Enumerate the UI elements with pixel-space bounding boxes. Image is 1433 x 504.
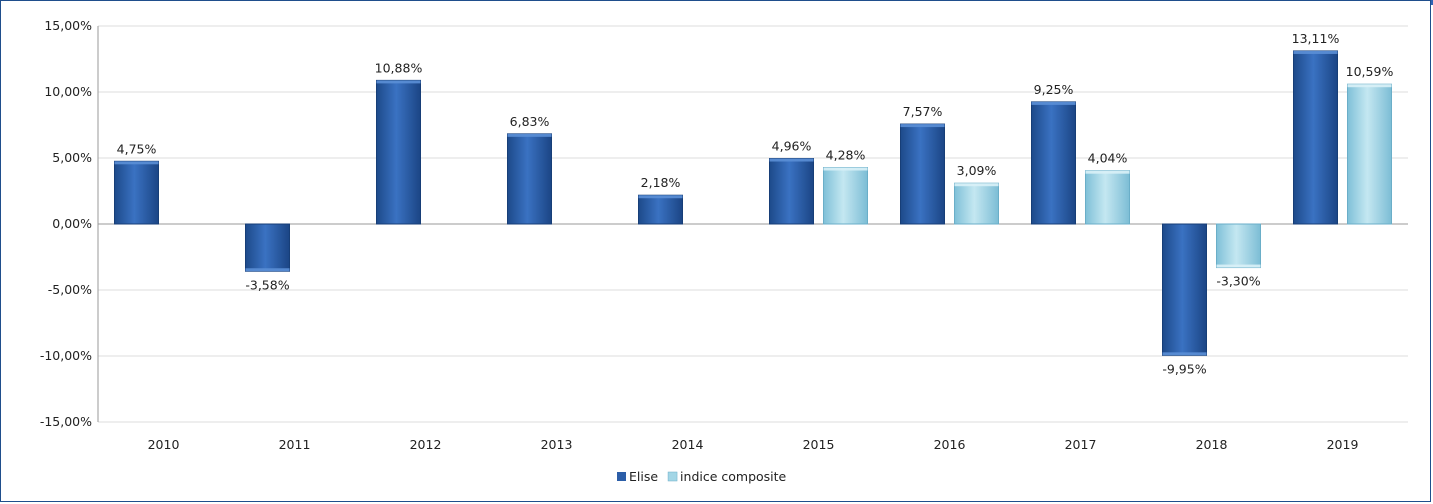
bar-elise-2012 bbox=[376, 79, 421, 225]
legend-label-indice-composite: indice composite bbox=[680, 469, 787, 484]
data-label: 4,04% bbox=[1088, 151, 1128, 166]
data-label: 13,11% bbox=[1292, 31, 1340, 46]
data-label: 3,09% bbox=[957, 163, 997, 178]
data-label: 10,59% bbox=[1346, 64, 1394, 79]
bar-indice-composite-2018 bbox=[1216, 223, 1261, 269]
bar-cap bbox=[1031, 101, 1076, 105]
legend-marker-indice-composite bbox=[667, 471, 678, 482]
y-tick-label: 5,00% bbox=[52, 150, 92, 165]
bar-cap bbox=[954, 183, 999, 187]
bar-cap bbox=[1216, 264, 1261, 268]
bar-cap bbox=[900, 124, 945, 128]
y-tick-label: -15,00% bbox=[40, 414, 92, 429]
bar-elise-2017 bbox=[1031, 101, 1076, 225]
bar-indice-composite-2016 bbox=[954, 182, 999, 225]
data-label: 6,83% bbox=[510, 114, 550, 129]
data-label: 4,75% bbox=[117, 141, 157, 156]
y-tick-label: 0,00% bbox=[52, 216, 92, 231]
legend-marker-elise bbox=[617, 472, 626, 481]
data-label: 7,57% bbox=[903, 104, 943, 119]
bar-elise-2013 bbox=[507, 133, 552, 225]
data-label: 10,88% bbox=[375, 60, 423, 75]
bar-cap bbox=[245, 268, 290, 272]
data-label: 4,96% bbox=[772, 139, 812, 154]
y-axis-ticks: 15,00% 10,00% 5,00% 0,00% -5,00% -10,00% -15,0… bbox=[40, 18, 92, 429]
bar-cap bbox=[1162, 352, 1207, 356]
bar-elise-2015 bbox=[769, 158, 814, 225]
data-labels: 4,75% -3,58% 10,88% 6,83% 2,18% 4,96% 4,28% 7,5… bbox=[117, 31, 1394, 376]
bar-indice-composite-2019 bbox=[1347, 83, 1392, 225]
data-label: 9,25% bbox=[1034, 82, 1074, 97]
bar-cap bbox=[507, 133, 552, 137]
bar-elise-2019 bbox=[1293, 50, 1338, 225]
bar-cap bbox=[638, 195, 683, 199]
x-tick-label: 2014 bbox=[672, 437, 704, 452]
bar-elise-2016 bbox=[900, 123, 945, 225]
bar-indice-composite-2017 bbox=[1085, 170, 1130, 225]
y-tick-label: 15,00% bbox=[44, 18, 92, 33]
data-label: -3,30% bbox=[1216, 274, 1260, 289]
x-tick-label: 2011 bbox=[279, 437, 311, 452]
x-tick-label: 2012 bbox=[410, 437, 442, 452]
bar-elise-2011 bbox=[245, 223, 290, 272]
y-tick-label: -10,00% bbox=[40, 348, 92, 363]
bar-cap bbox=[769, 158, 814, 162]
bar-elise-2018 bbox=[1162, 223, 1207, 356]
bar-cap bbox=[823, 167, 868, 171]
x-axis-ticks: 2010 2011 2012 2013 2014 2015 2016 2017 2018 2019 bbox=[148, 437, 1359, 452]
legend: Elise indice composite bbox=[617, 469, 787, 484]
bar-cap bbox=[1347, 84, 1392, 88]
legend-label-elise: Elise bbox=[629, 469, 658, 484]
y-tick-label: -5,00% bbox=[48, 282, 92, 297]
bar-cap bbox=[1085, 170, 1130, 174]
data-label: 4,28% bbox=[826, 148, 866, 163]
grid-lines bbox=[97, 25, 1408, 423]
x-tick-label: 2015 bbox=[803, 437, 835, 452]
bar-elise-2010 bbox=[114, 160, 159, 225]
data-label: 2,18% bbox=[641, 175, 681, 190]
bars bbox=[114, 50, 1392, 356]
x-tick-label: 2016 bbox=[934, 437, 966, 452]
x-tick-label: 2017 bbox=[1065, 437, 1097, 452]
x-tick-label: 2018 bbox=[1196, 437, 1228, 452]
bar-cap bbox=[376, 80, 421, 84]
data-label: -3,58% bbox=[245, 277, 289, 292]
data-label: -9,95% bbox=[1162, 361, 1206, 376]
bar-indice-composite-2015 bbox=[823, 167, 868, 225]
bar-cap bbox=[1293, 50, 1338, 54]
x-tick-label: 2013 bbox=[541, 437, 573, 452]
bar-cap bbox=[114, 161, 159, 165]
bar-elise-2014 bbox=[638, 194, 683, 225]
y-tick-label: 10,00% bbox=[44, 84, 92, 99]
x-tick-label: 2019 bbox=[1327, 437, 1359, 452]
x-tick-label: 2010 bbox=[148, 437, 180, 452]
